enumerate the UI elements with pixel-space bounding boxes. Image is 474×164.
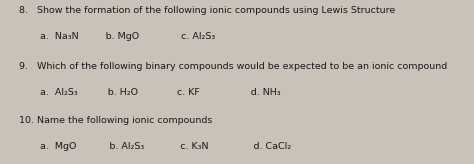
Text: a.  MgO           b. Al₂S₃            c. K₃N               d. CaCl₂: a. MgO b. Al₂S₃ c. K₃N d. CaCl₂	[40, 142, 292, 151]
Text: 8.   Show the formation of the following ionic compounds using Lewis Structure: 8. Show the formation of the following i…	[19, 6, 395, 15]
Text: 9.   Which of the following binary compounds would be expected to be an ionic co: 9. Which of the following binary compoun…	[19, 62, 447, 71]
Text: a.  Al₂S₃          b. H₂O             c. KF                 d. NH₃: a. Al₂S₃ b. H₂O c. KF d. NH₃	[40, 88, 281, 97]
Text: 10. Name the following ionic compounds: 10. Name the following ionic compounds	[19, 116, 212, 125]
Text: a.  Na₃N         b. MgO              c. Al₂S₃: a. Na₃N b. MgO c. Al₂S₃	[40, 32, 216, 41]
